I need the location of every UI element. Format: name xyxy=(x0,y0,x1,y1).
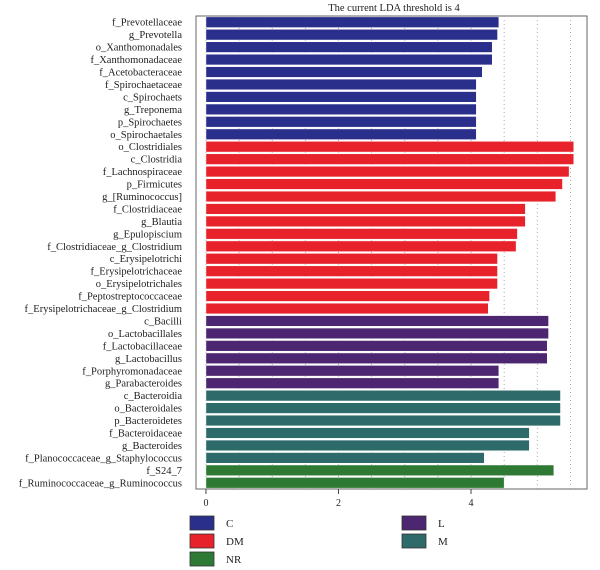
bar xyxy=(205,29,498,41)
bar xyxy=(205,315,549,327)
bar xyxy=(205,128,477,140)
category-label: f_Lactobacillaceae xyxy=(103,341,183,352)
bar xyxy=(205,290,490,302)
category-label: f_Spirochaetaceae xyxy=(105,80,182,91)
bar xyxy=(205,190,557,203)
category-label: c_Bacilli xyxy=(144,316,182,327)
bar xyxy=(205,165,570,178)
category-label: f_Xanthomonadaceae xyxy=(90,55,182,66)
category-label: f_Clostridiaceae xyxy=(113,204,182,215)
chart-title: The current LDA threshold is 4 xyxy=(328,3,460,14)
bar xyxy=(205,464,555,476)
category-label: g_Prevotella xyxy=(129,30,182,41)
legend-swatch xyxy=(401,533,427,549)
category-label: p_Spirochaetes xyxy=(118,117,182,128)
legend-swatch xyxy=(189,551,215,567)
x-tick-label: 4 xyxy=(469,498,474,509)
category-label: f_Erysipelotrichaceae_g_Clostridium xyxy=(25,304,182,315)
bar xyxy=(205,390,561,402)
category-label: f_Acetobacteraceae xyxy=(99,68,182,79)
legend-label: M xyxy=(438,536,448,548)
category-label: f_Bacteroidaceae xyxy=(109,428,182,439)
category-label: c_Spirochaets xyxy=(123,92,182,103)
category-label: o_Lactobacillales xyxy=(108,329,182,340)
category-label: f_Planococcaceae_g_Staphylococcus xyxy=(25,453,182,464)
legend-label: NR xyxy=(226,554,242,566)
bar xyxy=(205,240,517,252)
legend-label: C xyxy=(226,518,233,530)
bar xyxy=(205,377,500,389)
category-label: c_Clostridia xyxy=(131,155,183,166)
legend: C DM NR LM xyxy=(189,515,448,567)
category-label: g_Epulopiscium xyxy=(113,229,182,240)
legend-swatch xyxy=(189,515,215,531)
legend-label: DM xyxy=(226,536,244,548)
category-label: g_Treponema xyxy=(124,105,182,116)
category-label: o_Xanthomonadales xyxy=(96,43,182,54)
bar xyxy=(205,477,505,489)
category-label: c_Erysipelotrichi xyxy=(110,254,182,265)
bar xyxy=(205,116,477,128)
category-label: f_Erysipelotrichaceae xyxy=(90,267,182,278)
bar xyxy=(205,365,500,377)
bar xyxy=(205,439,530,452)
bar xyxy=(205,178,563,190)
bar xyxy=(205,16,500,28)
bar xyxy=(205,228,518,240)
category-label: f_Porphyromonadaceae xyxy=(82,366,182,377)
category-label: c_Bacteroidia xyxy=(124,391,183,402)
bar xyxy=(205,153,574,165)
bar xyxy=(205,91,477,103)
legend-swatch xyxy=(189,533,215,549)
category-label: g_Blautia xyxy=(141,217,182,228)
bar xyxy=(205,302,489,315)
bar xyxy=(205,427,530,439)
bar xyxy=(205,253,498,265)
category-label: f_Peptostreptococcaceae xyxy=(78,292,182,303)
category-label: o_Spirochaetales xyxy=(110,130,182,141)
x-tick-label: 0 xyxy=(203,498,208,509)
bar xyxy=(205,66,483,78)
bar xyxy=(205,141,574,153)
bar xyxy=(205,414,561,427)
bar xyxy=(205,53,493,66)
bar xyxy=(205,352,548,364)
category-label: p_Firmicutes xyxy=(127,180,182,191)
category-label: f_Prevotellaceae xyxy=(112,18,182,29)
bar xyxy=(205,452,485,464)
x-tick-label: 2 xyxy=(336,498,341,509)
bar xyxy=(205,402,561,414)
category-label: f_Ruminococcaceae_g_Ruminococcus xyxy=(19,478,182,489)
category-label: f_Lachnospiraceae xyxy=(103,167,183,178)
category-label: o_Erysipelotrichales xyxy=(96,279,182,290)
legend-swatch xyxy=(401,515,427,531)
category-label: g_[Ruminococcus] xyxy=(102,192,182,203)
category-label: g_Parabacteroides xyxy=(105,379,182,390)
category-label: g_Lactobacillus xyxy=(115,354,182,365)
legend-label: L xyxy=(438,518,445,530)
bar xyxy=(205,78,477,91)
bar xyxy=(205,103,477,115)
bar xyxy=(205,215,526,227)
category-label: o_Bacteroidales xyxy=(114,404,182,415)
bar xyxy=(205,327,549,340)
bar xyxy=(205,265,498,277)
category-label: p_Bacteroidetes xyxy=(114,416,182,427)
category-label: f_S24_7 xyxy=(146,466,182,477)
category-label: o_Clostridiales xyxy=(118,142,182,153)
bar xyxy=(205,41,493,53)
bar xyxy=(205,278,498,290)
bar xyxy=(205,203,526,215)
bar xyxy=(205,340,548,352)
category-label: g_Bacteroides xyxy=(122,441,182,452)
category-label: f_Clostridiaceae_g_Clostridium xyxy=(47,242,182,253)
